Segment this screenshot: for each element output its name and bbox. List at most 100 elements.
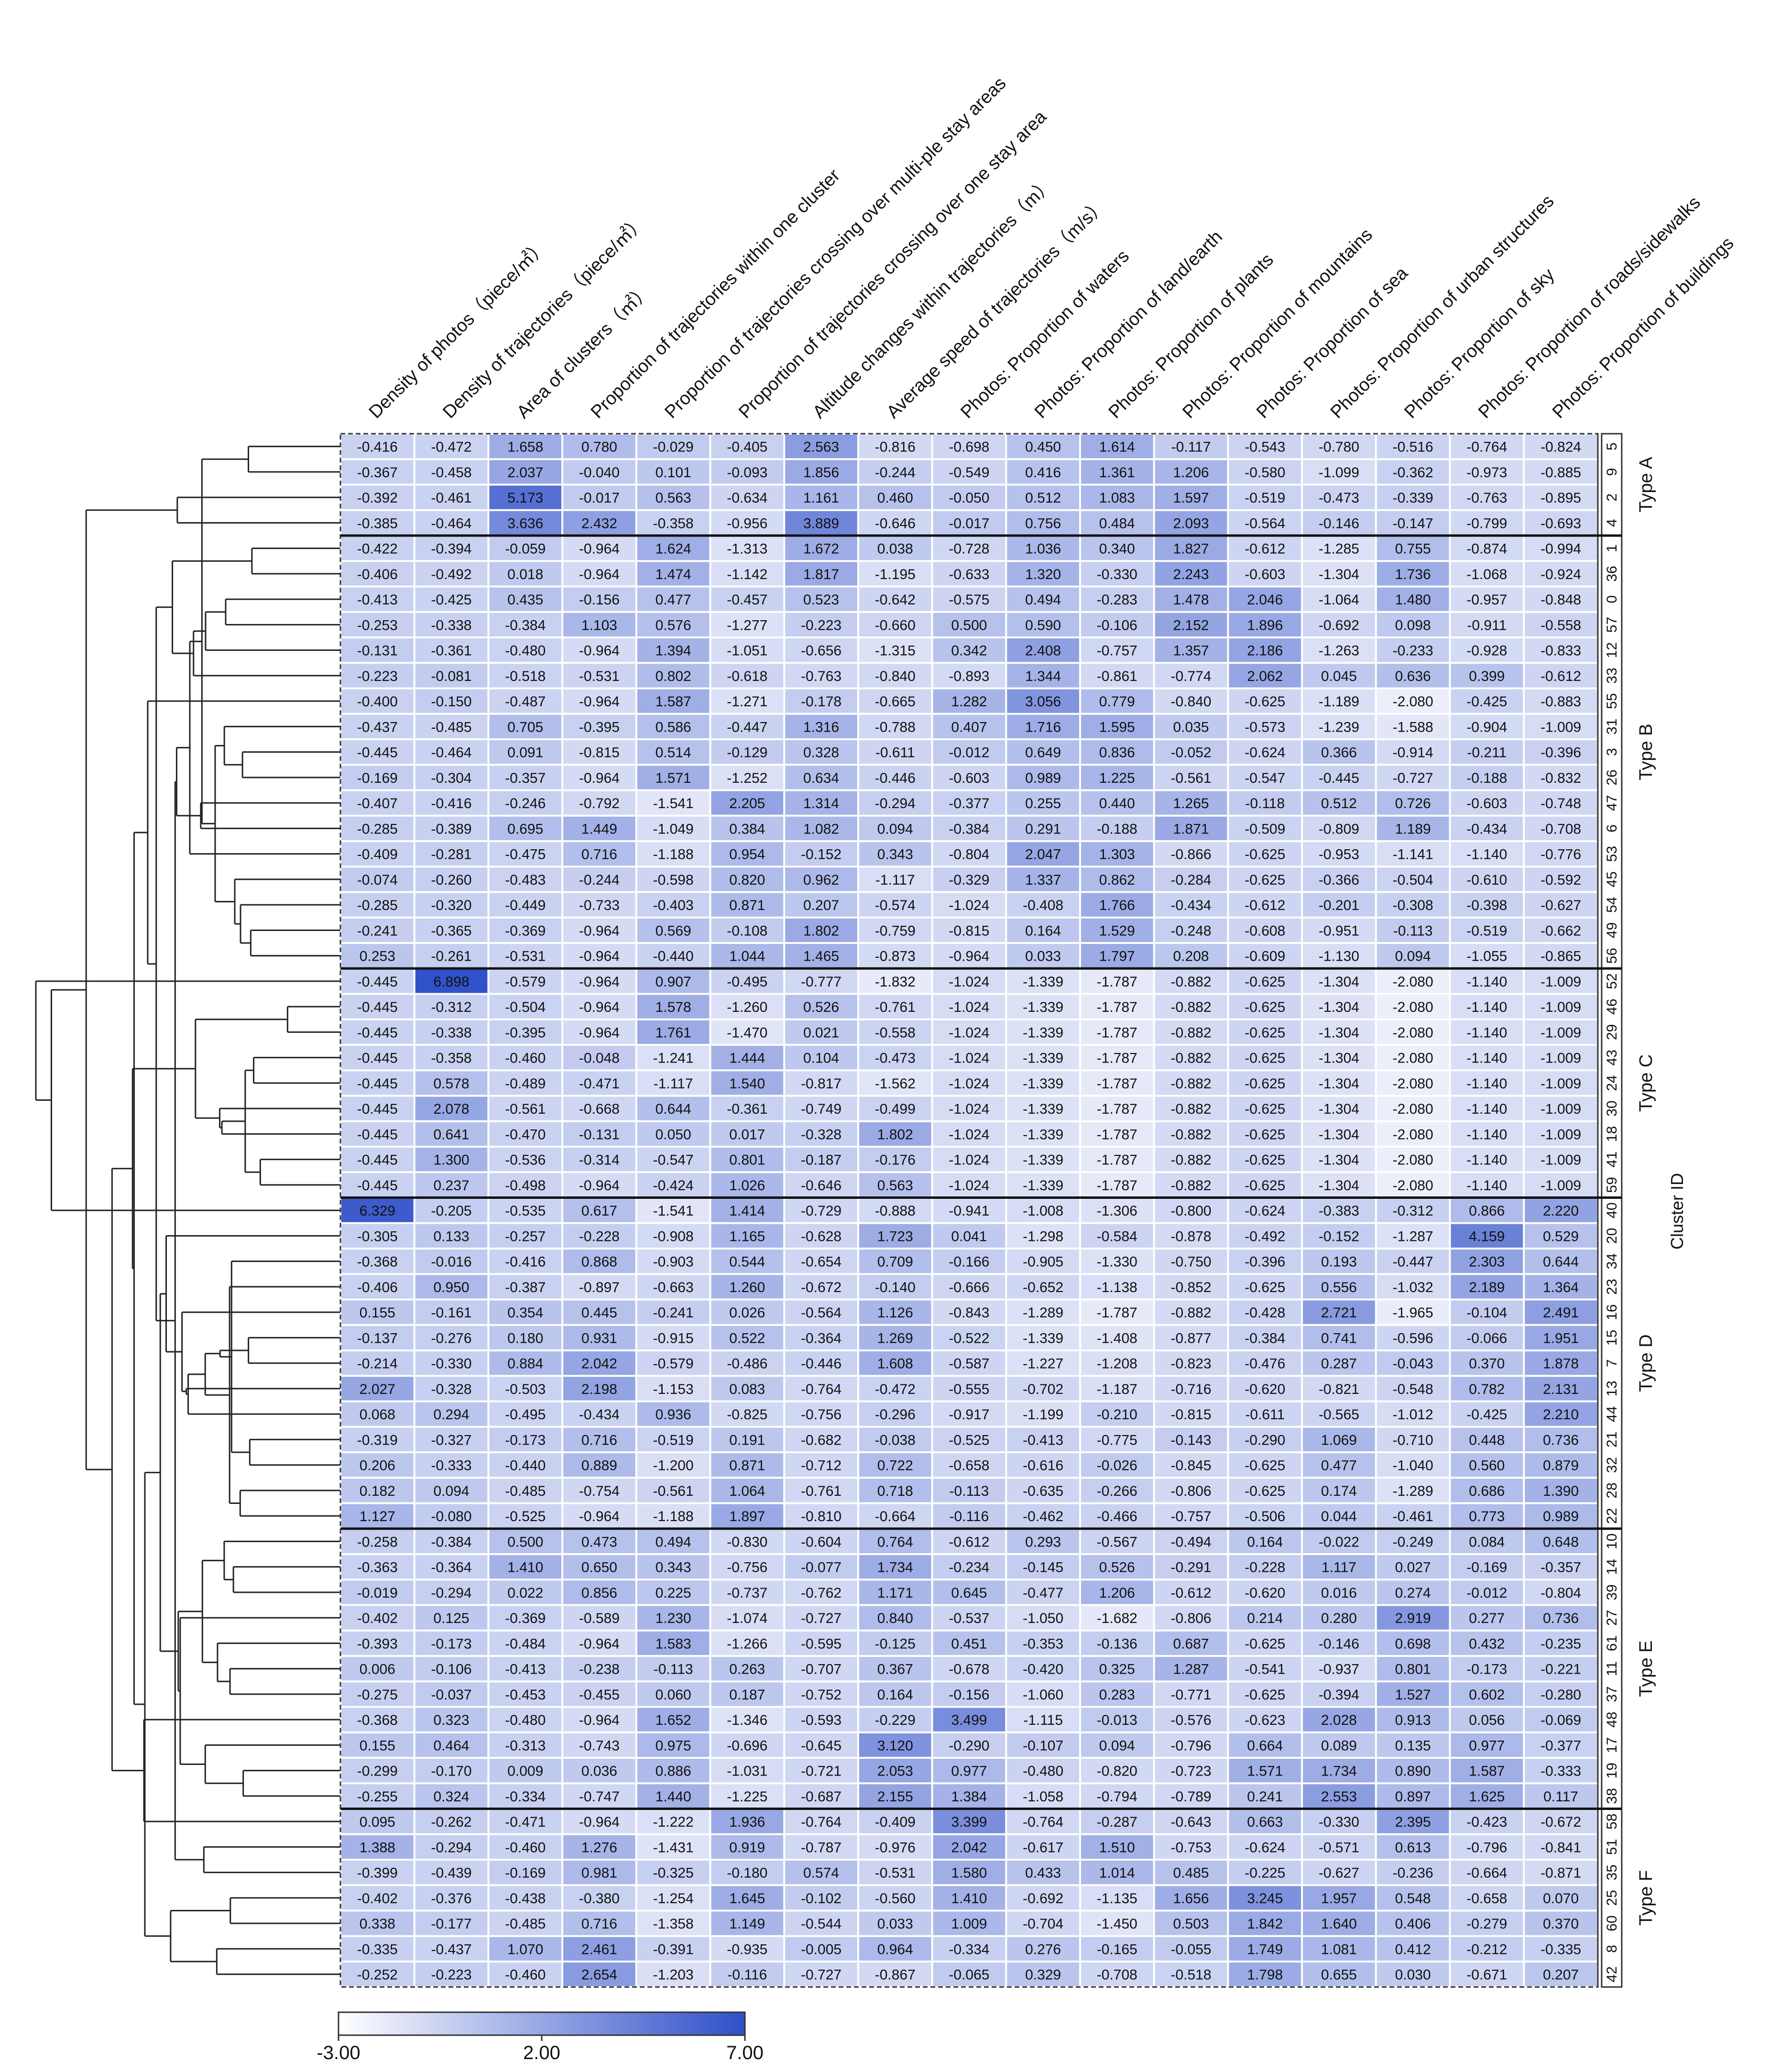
cell-value: -0.903	[653, 1254, 694, 1270]
cell-value: -0.223	[801, 617, 841, 633]
heatmap-cell	[859, 1733, 931, 1757]
heatmap-cell	[341, 1529, 414, 1553]
cell-value: -0.406	[357, 567, 398, 582]
cell-value: 0.716	[581, 1432, 617, 1448]
cell-value: -0.385	[357, 515, 398, 531]
type-label: Type C	[1636, 1054, 1656, 1112]
heatmap-cell	[933, 816, 1005, 840]
cell-value: -0.223	[357, 669, 398, 684]
heatmap-cell	[489, 1937, 562, 1961]
heatmap-cell	[1007, 1809, 1079, 1833]
cell-value: -0.665	[875, 694, 916, 710]
heatmap-cell	[785, 1631, 857, 1655]
cell-value: -0.113	[1393, 923, 1433, 939]
cell-value: -0.848	[1541, 592, 1581, 608]
cell-value: 0.323	[434, 1712, 470, 1728]
heatmap-cell	[415, 714, 488, 738]
cell-value: -0.485	[431, 719, 472, 735]
heatmap-cell	[563, 740, 635, 764]
cell-value: -0.964	[579, 1025, 620, 1041]
heatmap-cell	[1155, 587, 1227, 611]
heatmap-cell	[1155, 1046, 1227, 1070]
heatmap-cell	[1451, 1427, 1523, 1451]
heatmap-cell	[1451, 587, 1523, 611]
heatmap-cell	[1451, 435, 1523, 459]
heatmap-cell	[1081, 969, 1153, 993]
cell-value: -0.026	[1097, 1458, 1137, 1474]
cell-value: -1.787	[1097, 999, 1137, 1015]
cell-value: -0.367	[357, 465, 398, 481]
cell-value: -0.612	[1245, 898, 1285, 913]
cell-value: 1.578	[656, 999, 691, 1015]
cell-value: 0.433	[1025, 1865, 1061, 1881]
heatmap-cell	[1155, 1198, 1227, 1222]
cell-value: -0.627	[1319, 1865, 1359, 1881]
heatmap-cell	[933, 1555, 1005, 1579]
cell-value: -0.625	[1245, 694, 1285, 710]
heatmap-cell	[1081, 1402, 1153, 1426]
cell-value: -0.749	[801, 1101, 841, 1117]
heatmap-cell	[1007, 1708, 1079, 1732]
cell-value: -0.612	[1245, 541, 1285, 557]
cell-value: -0.364	[801, 1330, 841, 1346]
cell-value: -0.480	[505, 643, 546, 659]
cell-value: 3.636	[507, 515, 543, 531]
heatmap-cell	[859, 1809, 931, 1833]
cell-value: -1.051	[727, 643, 767, 659]
heatmap-cell	[711, 1759, 784, 1783]
cell-value: 2.408	[1025, 643, 1061, 659]
heatmap-cell	[1229, 1275, 1301, 1299]
heatmap-cell	[1007, 1453, 1079, 1477]
cell-value: -0.440	[505, 1458, 546, 1474]
heatmap-cell	[1525, 1046, 1597, 1070]
cell-value: 0.514	[656, 745, 691, 761]
heatmap-cell	[1081, 1046, 1153, 1070]
heatmap-cell	[489, 1708, 562, 1732]
heatmap-cell	[1155, 1555, 1227, 1579]
cell-value: 0.044	[1321, 1509, 1357, 1524]
cell-value: -0.604	[801, 1534, 841, 1550]
cell-value: 0.548	[1395, 1891, 1431, 1907]
cell-value: -0.233	[1393, 643, 1433, 659]
cell-value: 1.064	[729, 1483, 765, 1499]
heatmap-cell	[785, 1071, 857, 1095]
heatmap-cell	[1229, 1300, 1301, 1324]
cell-value: -0.776	[1541, 847, 1581, 863]
heatmap-cell	[1377, 918, 1449, 942]
heatmap-cell	[1377, 995, 1449, 1019]
heatmap-cell	[637, 1224, 710, 1248]
cell-value: -1.135	[1097, 1891, 1137, 1907]
cell-value: -0.908	[653, 1228, 694, 1244]
heatmap-cell	[859, 1224, 931, 1248]
heatmap-cell	[1377, 1606, 1449, 1630]
cell-value: -0.624	[1245, 1203, 1285, 1219]
cell-value: 0.328	[803, 745, 839, 761]
heatmap-cell	[933, 1657, 1005, 1681]
cell-value: -0.883	[1541, 694, 1581, 710]
heatmap-cell	[1303, 1224, 1375, 1248]
heatmap-cell	[1303, 1580, 1375, 1604]
cell-value: -0.775	[1097, 1432, 1137, 1448]
heatmap-cell	[1007, 1555, 1079, 1579]
cell-value: -0.843	[949, 1305, 989, 1321]
cell-value: -0.904	[1466, 719, 1507, 735]
cell-value: -1.009	[1541, 999, 1581, 1015]
cell-value: -0.625	[1245, 1025, 1285, 1041]
heatmap-cell	[637, 1529, 710, 1553]
cell-value: 0.981	[581, 1865, 617, 1881]
cell-value: -0.223	[431, 1967, 472, 1983]
cell-value: -1.153	[653, 1381, 694, 1397]
cell-value: -0.976	[875, 1840, 916, 1855]
heatmap-cell	[1451, 1555, 1523, 1579]
heatmap-cell	[489, 485, 562, 509]
cell-value: -0.495	[505, 1407, 546, 1423]
heatmap-cell	[933, 1784, 1005, 1808]
cell-value: -0.603	[1466, 796, 1507, 811]
heatmap-cell	[489, 1326, 562, 1349]
cell-value: -0.574	[875, 898, 916, 913]
cell-value: 3.056	[1025, 694, 1061, 710]
heatmap-cell	[933, 1020, 1005, 1044]
heatmap-cell	[933, 1580, 1005, 1604]
heatmap-cell	[859, 1555, 931, 1579]
heatmap-cell	[637, 435, 710, 459]
